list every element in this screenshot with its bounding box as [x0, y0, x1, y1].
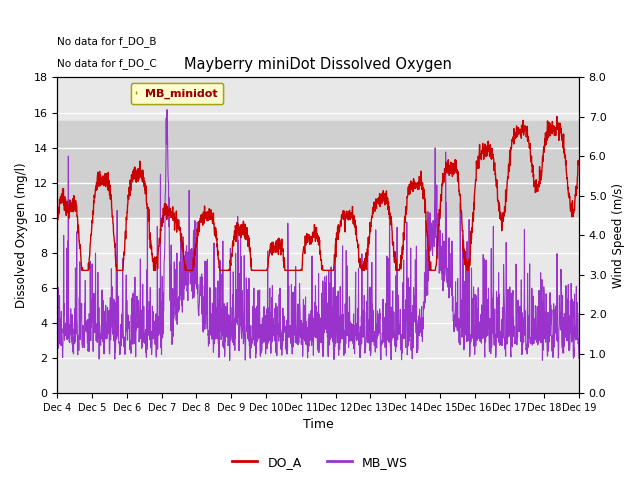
Text: No data for f_DO_C: No data for f_DO_C: [58, 59, 157, 70]
Legend: DO_A, MB_WS: DO_A, MB_WS: [227, 451, 413, 474]
Title: Mayberry miniDot Dissolved Oxygen: Mayberry miniDot Dissolved Oxygen: [184, 57, 452, 72]
Text: No data for f_DO_B: No data for f_DO_B: [58, 36, 157, 48]
Bar: [58, 121, 579, 218]
Y-axis label: Dissolved Oxygen (mg/l): Dissolved Oxygen (mg/l): [15, 162, 28, 308]
X-axis label: Time: Time: [303, 419, 333, 432]
Legend: MB_minidot: MB_minidot: [131, 83, 223, 104]
Y-axis label: Wind Speed (m/s): Wind Speed (m/s): [612, 183, 625, 288]
